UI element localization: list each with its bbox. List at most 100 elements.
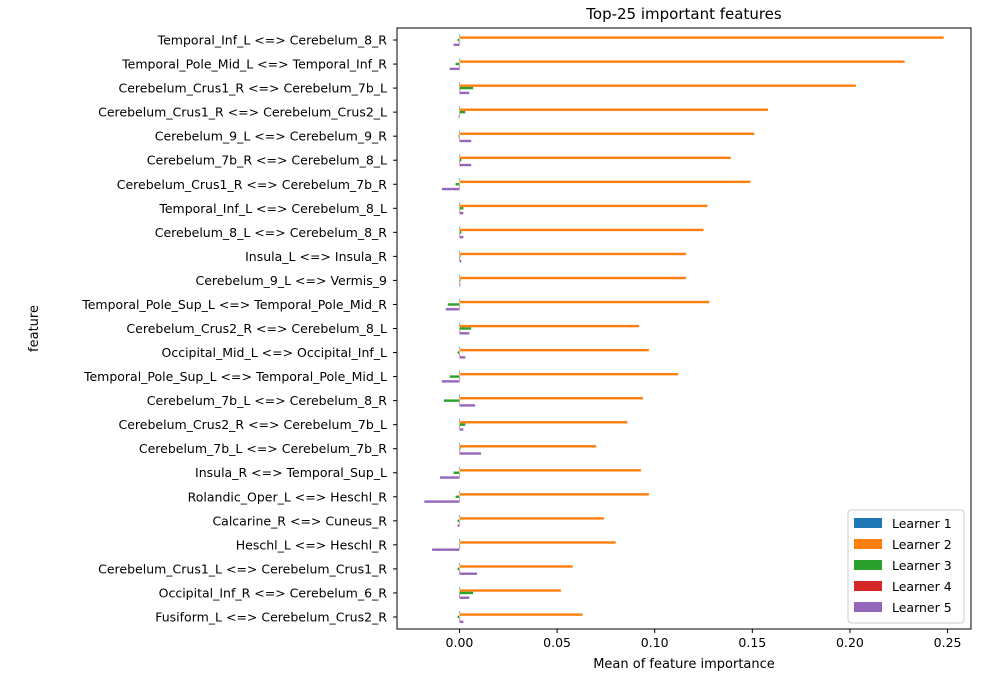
x-axis: 0.00 0.05 0.10 0.15 0.20 0.25 <box>446 629 962 650</box>
bar <box>459 466 461 470</box>
x-tick-label: 0.05 <box>543 635 571 650</box>
bar <box>459 586 461 590</box>
bar <box>459 257 461 260</box>
bar <box>459 207 464 210</box>
bar <box>459 394 461 398</box>
bar <box>459 428 464 431</box>
bar <box>459 543 461 547</box>
y-axis: Temporal_Inf_L <=> Cerebelum_8_R Temporal… <box>81 33 397 624</box>
y-tick-label: Temporal_Pole_Mid_L <=> Temporal_Inf_R <box>121 57 387 72</box>
y-tick-label: Heschl_L <=> Heschl_R <box>236 537 388 552</box>
bar <box>443 399 460 402</box>
bar <box>459 514 461 518</box>
x-tick-label: 0.25 <box>934 635 962 650</box>
y-tick-label: Cerebelum_Crus1_L <=> Cerebelum_Crus1_R <box>98 561 387 576</box>
bar <box>459 255 461 258</box>
y-tick-label: Temporal_Pole_Sup_L <=> Temporal_Pole_Mi… <box>81 297 387 312</box>
bar <box>459 185 461 188</box>
legend-swatch <box>854 518 882 528</box>
bar <box>459 41 461 44</box>
bar <box>459 132 755 135</box>
bar <box>455 183 460 186</box>
y-tick-label: Temporal_Inf_L <=> Cerebelum_8_L <box>158 201 387 216</box>
bar <box>459 493 649 496</box>
bar <box>459 442 461 446</box>
bar <box>449 67 460 71</box>
bar <box>457 615 460 619</box>
bar <box>459 84 856 87</box>
bar <box>432 548 460 551</box>
bar <box>459 279 461 282</box>
bar <box>459 572 478 575</box>
bar <box>459 204 708 208</box>
bar <box>459 425 461 429</box>
bar <box>459 589 561 592</box>
bar <box>459 324 640 328</box>
legend: Learner 1 Learner 2 Learner 3 Learner 4 Lear… <box>847 509 965 624</box>
bar <box>459 538 461 542</box>
y-tick-label: Cerebelum_9_L <=> Vermis_9 <box>195 273 387 288</box>
y-tick-label: Cerebelum_9_L <=> Cerebelum_9_R <box>155 129 388 144</box>
bar <box>459 259 462 263</box>
bar <box>459 235 464 239</box>
bar <box>459 497 461 501</box>
bar <box>459 130 461 133</box>
bar <box>459 180 751 184</box>
bar <box>457 524 460 527</box>
bar <box>459 469 642 472</box>
bar <box>459 570 461 573</box>
bar <box>445 308 460 311</box>
legend-box <box>847 509 965 624</box>
bar <box>459 401 461 405</box>
bar <box>459 137 461 140</box>
bar <box>459 60 905 63</box>
bar <box>441 380 460 383</box>
bar <box>449 375 460 378</box>
bar <box>459 423 466 426</box>
legend-swatch <box>854 560 882 570</box>
bar <box>459 421 628 424</box>
bar <box>459 452 481 455</box>
bar <box>459 541 616 544</box>
bar <box>459 418 461 422</box>
bar <box>459 447 461 450</box>
bar <box>459 348 649 352</box>
bar <box>459 276 686 280</box>
bar <box>459 159 462 162</box>
x-tick-label: 0.15 <box>738 635 766 650</box>
bar <box>459 346 461 349</box>
legend-label: Learner 5 <box>892 600 952 615</box>
bar <box>459 377 461 381</box>
bar <box>459 618 461 621</box>
bar <box>459 156 731 160</box>
bar <box>459 517 604 520</box>
y-tick-label: Cerebelum_Crus1_R <=> Cerebelum_Crus2_L <box>98 105 387 120</box>
bar <box>459 322 461 325</box>
y-tick-label: Cerebelum_Crus2_R <=> Cerebelum_7b_L <box>119 417 388 432</box>
bar <box>455 62 460 66</box>
y-tick-label: Occipital_Mid_L <=> Occipital_Inf_L <box>162 345 388 360</box>
bar <box>459 620 464 623</box>
bar <box>459 228 704 232</box>
x-tick-label: 0.10 <box>641 635 669 650</box>
bar <box>459 34 461 37</box>
bar <box>457 519 460 523</box>
bar <box>459 202 461 205</box>
bar <box>459 233 461 236</box>
bar <box>459 298 461 301</box>
bar <box>457 38 460 42</box>
x-tick-label: 0.20 <box>836 635 864 650</box>
bar <box>459 281 461 285</box>
bar <box>453 43 460 47</box>
bar <box>459 300 710 304</box>
bar <box>459 211 464 215</box>
bar <box>459 594 461 597</box>
bar <box>459 36 944 39</box>
bar <box>447 303 460 306</box>
y-tick-label: Temporal_Inf_L <=> Cerebelum_8_R <box>157 33 388 48</box>
bar <box>459 108 768 111</box>
bar <box>459 154 461 157</box>
chart-title: Top-25 important features <box>585 5 782 23</box>
bar <box>424 500 460 503</box>
y-axis-title: feature <box>27 305 42 352</box>
